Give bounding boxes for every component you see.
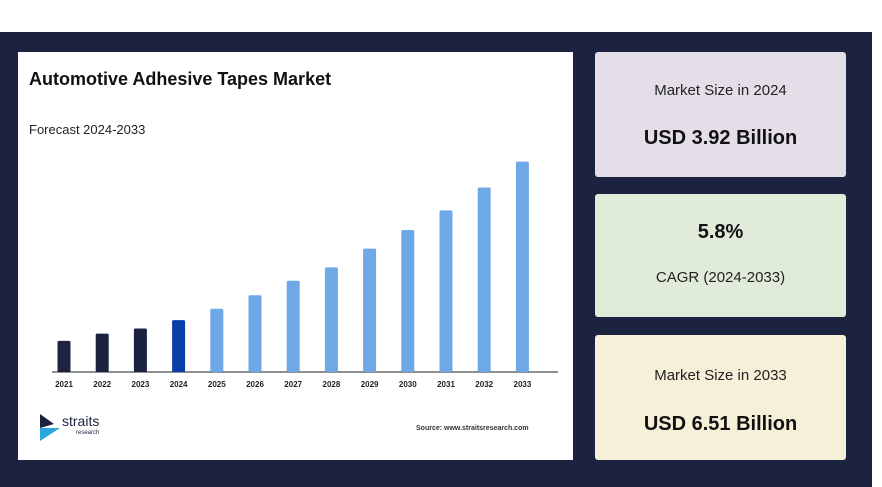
bar-2028 xyxy=(324,267,338,372)
logo-name: straits xyxy=(62,413,100,429)
market-size-2024-card: Market Size in 2024 USD 3.92 Billion xyxy=(595,52,846,177)
bar-2032 xyxy=(477,187,491,372)
x-tick-label: 2027 xyxy=(284,380,302,389)
straits-logo: straits research xyxy=(40,413,120,444)
x-tick-label: 2031 xyxy=(437,380,455,389)
market-size-2024-value: USD 3.92 Billion xyxy=(643,127,798,149)
market-size-2033-card: Market Size in 2033 USD 6.51 Billion xyxy=(595,335,846,460)
x-tick-label: 2024 xyxy=(170,380,188,389)
market-size-2033-value: USD 6.51 Billion xyxy=(643,413,798,435)
x-tick-label: 2021 xyxy=(55,380,73,389)
x-tick-label: 2028 xyxy=(323,380,341,389)
x-tick-label: 2022 xyxy=(93,380,111,389)
chart-card: Automotive Adhesive Tapes Market Forecas… xyxy=(18,52,573,460)
x-tick-label: 2029 xyxy=(361,380,379,389)
bar-2024 xyxy=(172,320,186,372)
bar-2033 xyxy=(515,161,529,372)
bar-2025 xyxy=(210,308,224,372)
bar-2027 xyxy=(286,280,300,372)
bar-2030 xyxy=(401,230,415,372)
x-tick-label: 2032 xyxy=(475,380,493,389)
cagr-card: 5.8% CAGR (2024-2033) xyxy=(595,194,846,317)
chart-subtitle: Forecast 2024-2033 xyxy=(29,122,146,137)
bar-2031 xyxy=(439,210,453,372)
source-text: Source: www.straitsresearch.com xyxy=(416,425,529,432)
market-size-2024-label: Market Size in 2024 xyxy=(654,82,787,99)
x-tick-label: 2033 xyxy=(514,380,532,389)
bar-chart: 2021 2022 2023 2024 2025 2026 2027 2028 2029 2030… xyxy=(52,161,558,389)
bar-2021 xyxy=(57,340,71,372)
x-tick-label: 2025 xyxy=(208,380,226,389)
bar-2029 xyxy=(363,248,377,372)
cagr-label: CAGR (2024-2033) xyxy=(655,269,786,286)
logo-subtitle: research xyxy=(76,430,100,436)
cagr-value: 5.8% xyxy=(697,221,744,243)
straits-logo-icon xyxy=(40,414,60,441)
x-tick-label: 2023 xyxy=(132,380,150,389)
bar-2022 xyxy=(95,333,109,372)
bar-2026 xyxy=(248,295,262,372)
x-tick-label: 2026 xyxy=(246,380,264,389)
market-size-2033-label: Market Size in 2033 xyxy=(654,367,787,384)
x-tick-label: 2030 xyxy=(399,380,417,389)
chart-title: Automotive Adhesive Tapes Market xyxy=(29,69,332,89)
bar-2023 xyxy=(133,328,147,372)
